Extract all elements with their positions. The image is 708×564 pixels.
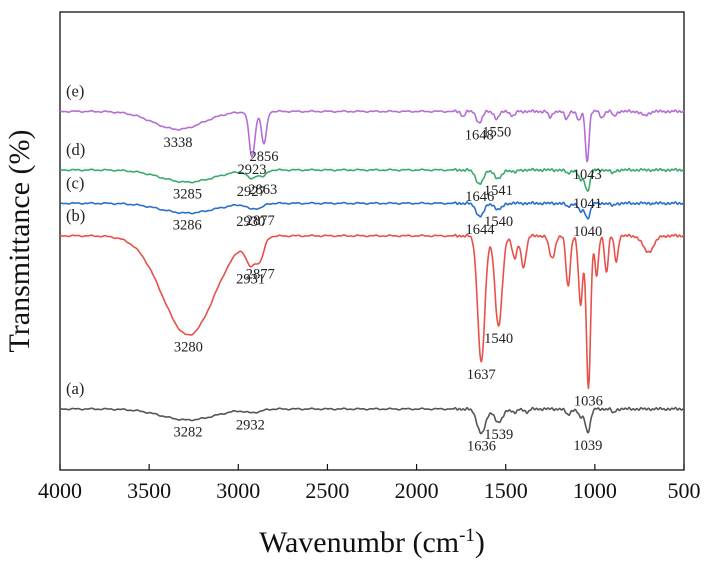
series-line-4 (59, 109, 685, 163)
x-tick-label: 1000 (573, 478, 617, 503)
peak-label: 2863 (248, 182, 277, 198)
series-line-2 (59, 201, 685, 220)
peak-label: 1644 (466, 222, 496, 238)
peak-label: 1540 (484, 214, 513, 230)
x-tick-label: 2000 (395, 478, 439, 503)
series-label: (a) (66, 379, 84, 398)
peak-label: 2877 (246, 213, 275, 229)
peak-label: 1036 (574, 393, 603, 409)
peak-label: 1550 (482, 124, 511, 140)
series-line-3 (59, 167, 685, 192)
x-tick-label: 500 (668, 478, 701, 503)
x-tick-label: 3000 (216, 478, 260, 503)
peak-label: 2932 (236, 418, 265, 434)
peak-label: 2856 (250, 149, 279, 165)
x-axis-title-superscript: -1 (459, 525, 475, 546)
peak-label: 3338 (164, 135, 193, 151)
peak-label: 1039 (573, 438, 602, 454)
peak-label: 2931 (236, 272, 265, 288)
peak-label: 3285 (173, 187, 202, 203)
peak-label: 1637 (467, 367, 496, 383)
series-line-1 (59, 233, 685, 390)
peak-label: 2923 (238, 162, 267, 178)
peak-label: 3280 (174, 340, 203, 356)
peak-label: 1539 (484, 427, 513, 443)
peak-label: 1636 (467, 438, 496, 454)
x-tick-label: 1500 (484, 478, 528, 503)
x-axis-title-main: Wavenumbr (cm (259, 526, 459, 559)
series-curves (59, 109, 685, 435)
peak-label: 1040 (573, 224, 602, 240)
peak-labels: 3282 293216361539103932802931287716371540… (164, 124, 603, 454)
peak-label: 2877 (246, 267, 275, 283)
peak-label: 1648 (465, 128, 494, 144)
series-label: (b) (66, 206, 85, 225)
x-axis-title-close: ) (475, 526, 485, 559)
x-axis-title: Wavenumbr (cm-1) (259, 525, 485, 559)
peak-label: 1043 (573, 167, 602, 183)
series-line-0 (59, 406, 685, 435)
peak-label: 1541 (484, 183, 513, 199)
y-axis-title: Transmittance (%) (3, 129, 36, 352)
peak-label: 3282 (174, 425, 203, 441)
peak-label: 1540 (484, 331, 513, 347)
x-tick-label: 2500 (305, 478, 349, 503)
series-label: (d) (66, 140, 85, 159)
x-axis-ticks: 4000 3500 3000 2500 2000 1500 1000 500 (38, 464, 701, 503)
peak-label: 1646 (465, 189, 494, 205)
peak-label: 1041 (573, 196, 602, 212)
series-labels: (a) (b) (c) (d) (e) (66, 81, 85, 398)
series-label: (e) (66, 81, 84, 100)
x-tick-label: 4000 (38, 478, 82, 503)
peak-label: 3286 (173, 218, 202, 234)
peak-label: 2927 (237, 184, 266, 200)
series-label: (c) (66, 173, 84, 192)
peak-label: 2930 (236, 214, 265, 230)
x-tick-label: 3500 (127, 478, 171, 503)
plot-frame (59, 11, 685, 471)
